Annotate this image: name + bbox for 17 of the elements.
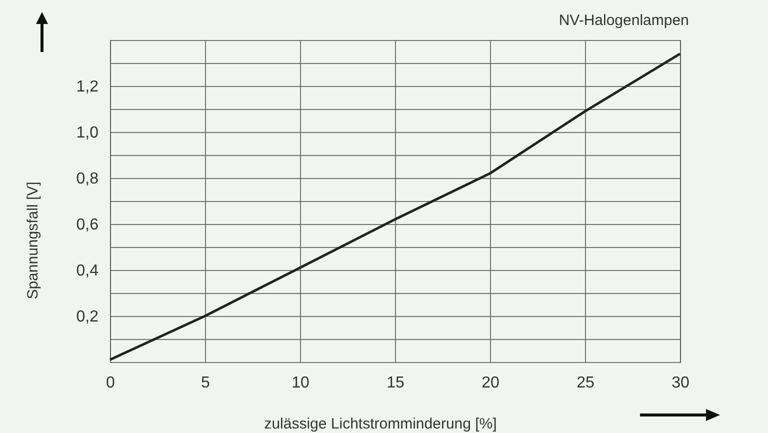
line-series [108,52,682,361]
y-tick-label: 0,8 [76,170,99,188]
x-tick-label: 15 [386,374,404,392]
x-tick-label: 5 [201,374,210,392]
x-tick-label: 25 [576,374,594,392]
y-tick-label: 1,0 [76,124,99,142]
x-tick-label: 10 [292,374,310,392]
y-tick-label: 1,2 [76,78,99,96]
y-tick-label: 0,4 [76,262,99,280]
x-tick-label: 20 [482,374,500,392]
chart-title: NV-Halogenlampen [558,12,689,29]
x-tick-label: 30 [672,374,690,392]
x-axis-title: zulässige Lichtstromminderung [%] [264,416,497,432]
y-tick-label: 0,6 [76,216,99,234]
y-tick-label: 0,2 [76,308,99,326]
y-axis-title: Spannungsfall [V] [24,182,42,300]
x-tick-label: 0 [106,374,116,392]
